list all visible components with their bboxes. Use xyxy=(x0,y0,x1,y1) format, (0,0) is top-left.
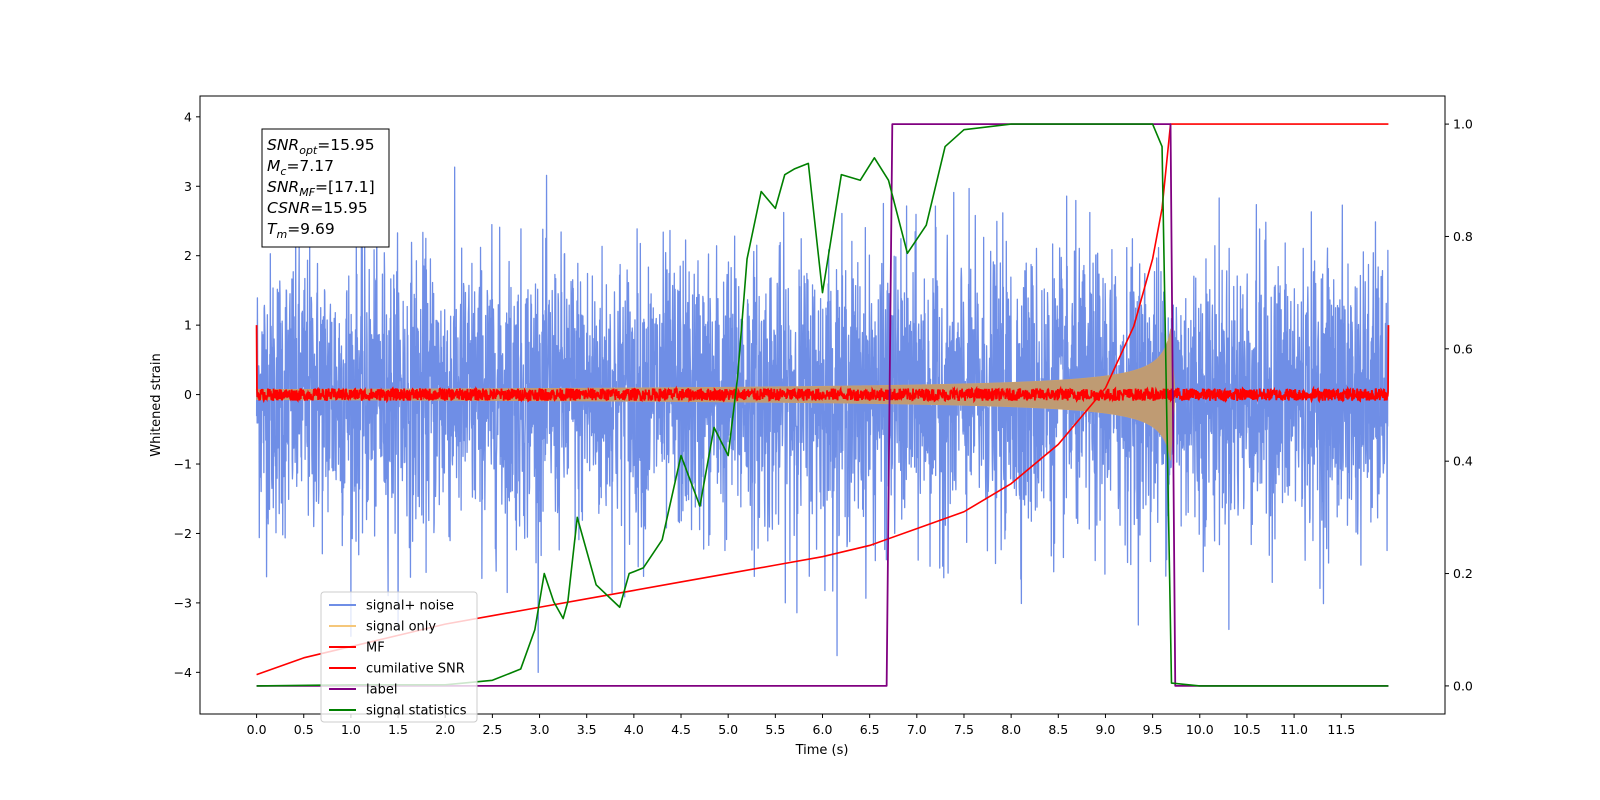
x-tick-label: 6.0 xyxy=(813,722,833,737)
legend-label: signal only xyxy=(366,620,436,635)
annotation-line: SNRopt=15.95 xyxy=(267,136,375,157)
x-tick-label: 5.5 xyxy=(765,722,785,737)
y2-tick-label: 0.4 xyxy=(1453,454,1473,469)
y2-tick-label: 1.0 xyxy=(1453,117,1473,132)
x-tick-label: 8.5 xyxy=(1048,722,1068,737)
legend-label: label xyxy=(366,683,397,698)
annotation-line: CSNR=15.95 xyxy=(267,199,368,217)
x-axis-title: Time (s) xyxy=(795,743,849,758)
y-tick-label: 3 xyxy=(184,179,192,194)
y-tick-label: 1 xyxy=(184,318,192,333)
y-tick-label: −4 xyxy=(174,665,192,680)
x-tick-label: 5.0 xyxy=(718,722,738,737)
series-signal-statistics xyxy=(256,123,1389,687)
y-tick-label: 2 xyxy=(184,248,192,263)
x-tick-label: 3.0 xyxy=(530,722,550,737)
legend-label: cumilative SNR xyxy=(366,662,465,677)
x-tick-label: 9.5 xyxy=(1143,722,1163,737)
x-tick-label: 10.5 xyxy=(1233,722,1261,737)
y-tick-label: −1 xyxy=(174,457,192,472)
x-tick-label: 2.0 xyxy=(435,722,455,737)
x-tick-label: 11.5 xyxy=(1327,722,1355,737)
annotation-frame xyxy=(261,128,390,248)
legend-label: MF xyxy=(366,641,385,656)
x-axis: 0.0 0.5 1.0 1.5 2.0 2.5 3.0 3.5 4.0 4.5 5.0 5.5 6.0 6… xyxy=(247,714,1355,737)
x-tick-label: 4.5 xyxy=(671,722,691,737)
x-tick-label: 7.5 xyxy=(954,722,974,737)
x-tick-label: 9.0 xyxy=(1096,722,1116,737)
x-tick-label: 0.5 xyxy=(294,722,314,737)
x-tick-label: 1.5 xyxy=(388,722,408,737)
y-tick-label: 4 xyxy=(184,109,192,124)
y-axis-left: −4 −3 −2 −1 0 1 2 3 4 xyxy=(174,109,200,680)
legend-label: signal+ noise xyxy=(366,599,454,614)
annotation-line: Tm=9.69 xyxy=(267,220,335,241)
y-tick-label: −2 xyxy=(174,526,192,541)
y-tick-label: −3 xyxy=(174,595,192,610)
x-tick-label: 8.0 xyxy=(1001,722,1021,737)
x-tick-label: 1.0 xyxy=(341,722,361,737)
y2-tick-label: 0.6 xyxy=(1453,341,1473,356)
x-tick-label: 7.0 xyxy=(907,722,927,737)
y2-tick-label: 0.0 xyxy=(1453,678,1473,693)
x-tick-label: 3.5 xyxy=(577,722,597,737)
series-mf xyxy=(255,325,1390,404)
x-tick-label: 11.0 xyxy=(1280,722,1308,737)
y2-tick-label: 0.2 xyxy=(1453,566,1473,581)
y2-tick-label: 0.8 xyxy=(1453,229,1473,244)
x-tick-label: 0.0 xyxy=(247,722,267,737)
x-tick-label: 10.0 xyxy=(1186,722,1214,737)
y-axis-title: Whitened strain xyxy=(149,353,164,456)
x-tick-label: 4.0 xyxy=(624,722,644,737)
annotation-line: SNRMF=[17.1] xyxy=(267,178,375,199)
y-tick-label: 0 xyxy=(184,387,192,402)
x-tick-label: 6.5 xyxy=(860,722,880,737)
y-axis-right: 0.0 0.2 0.4 0.6 0.8 1.0 xyxy=(1445,117,1473,693)
stats-annotation-box: SNRopt=15.95Mc=7.17SNRMF=[17.1]CSNR=15.9… xyxy=(261,128,390,248)
annotation-line: Mc=7.17 xyxy=(267,157,334,178)
x-tick-label: 2.5 xyxy=(482,722,502,737)
legend-frame xyxy=(320,591,478,723)
legend-label: signal statistics xyxy=(366,704,467,719)
legend: signal+ noise signal only MF cumilative SNR… xyxy=(320,591,478,723)
